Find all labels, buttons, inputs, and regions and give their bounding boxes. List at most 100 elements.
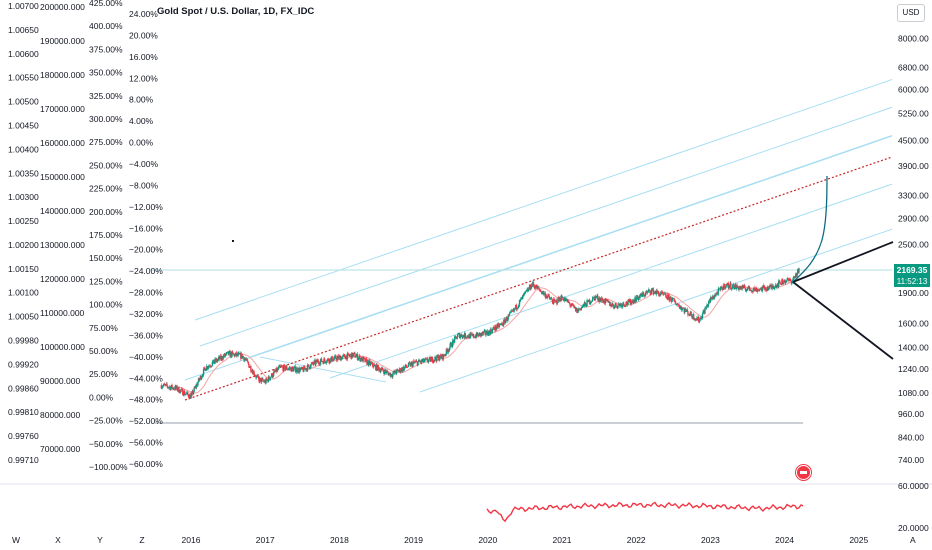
candle-body xyxy=(254,375,256,377)
candle-body xyxy=(309,368,311,369)
scale-4-label: 4.00% xyxy=(129,116,154,126)
candle-body xyxy=(546,296,549,298)
scale-4-label: −52.00% xyxy=(129,416,163,426)
candle-body xyxy=(643,293,645,297)
candle-body xyxy=(585,306,588,307)
candle-body xyxy=(503,319,505,326)
candle-body xyxy=(489,329,492,335)
scale-4-label: −44.00% xyxy=(129,373,163,383)
candle-body xyxy=(485,334,487,336)
scale-3-label: 350.00% xyxy=(89,68,123,78)
candle-body xyxy=(629,299,632,305)
scale-4-label: −16.00% xyxy=(129,223,163,233)
candle-body xyxy=(619,303,622,307)
candle-body xyxy=(347,353,350,356)
candle-body xyxy=(731,287,733,289)
candle-body xyxy=(612,305,615,308)
candle-body xyxy=(565,299,567,302)
candle-body xyxy=(701,318,703,320)
candle-body xyxy=(738,288,740,290)
scale-4-label: −40.00% xyxy=(129,352,163,362)
candle-body xyxy=(272,376,274,378)
candle-body xyxy=(282,364,285,371)
price-axis[interactable]: 8000.00 6800.00 6000.00 5250.00 4500.00 3900.… xyxy=(898,34,929,465)
small-marker xyxy=(232,240,234,242)
projection-curve xyxy=(792,175,828,283)
candle-body xyxy=(667,294,669,300)
currency-selector[interactable]: USD xyxy=(897,4,925,22)
candle-body xyxy=(197,382,199,386)
time-axis-label: 2023 xyxy=(701,535,720,545)
scale-3-label: 150.00% xyxy=(89,253,123,263)
candle-body xyxy=(630,303,632,305)
time-axis-label: 2022 xyxy=(627,535,646,545)
candle-body xyxy=(434,356,437,360)
scale-4-label: −20.00% xyxy=(129,245,163,255)
candle-body xyxy=(744,288,747,290)
candle-body xyxy=(646,291,649,293)
candle-body xyxy=(385,370,388,373)
scale-3-label: 200.00% xyxy=(89,207,123,217)
candle-body xyxy=(245,359,247,361)
candle-body xyxy=(636,295,639,298)
candle-body xyxy=(287,369,289,370)
scale-3-label: 125.00% xyxy=(89,276,123,286)
candle-body xyxy=(720,286,722,291)
candle-body xyxy=(610,306,613,307)
scale-1-label: 1.00350 xyxy=(8,168,39,178)
candle-body xyxy=(715,292,718,295)
candle-body xyxy=(788,278,791,281)
scale-column-4: 24.00% 20.00% 16.00% 12.00% 8.00% 4.00% 0.00% −… xyxy=(129,9,163,469)
scale-1-label: 1.00600 xyxy=(8,49,39,59)
candle-body xyxy=(796,272,798,277)
candle-body xyxy=(680,306,682,308)
candle-body xyxy=(516,308,518,310)
candle-body xyxy=(472,334,475,338)
candle-body xyxy=(560,295,562,302)
candle-body xyxy=(493,326,496,330)
candle-body xyxy=(690,311,692,316)
candle-body xyxy=(779,281,781,283)
candle-body xyxy=(390,373,393,377)
channel-line xyxy=(184,135,893,381)
candle-body xyxy=(274,371,277,373)
candle-body xyxy=(297,372,299,373)
candle-body xyxy=(355,355,357,358)
candle-body xyxy=(397,369,399,371)
candle-body xyxy=(561,295,563,298)
candle-body xyxy=(228,351,230,355)
candle-body xyxy=(594,295,596,301)
candle-body xyxy=(190,392,193,396)
candle-body xyxy=(649,290,651,294)
scale-column-1: 1.00700 1.00650 1.00600 1.00550 1.00500 1.004… xyxy=(8,1,39,465)
candle-body xyxy=(754,287,757,292)
candle-body xyxy=(789,278,791,280)
event-flag-icon[interactable] xyxy=(796,465,811,480)
candle-body xyxy=(318,362,320,365)
candle-body xyxy=(448,347,451,351)
candle-body xyxy=(685,310,687,312)
candle-body xyxy=(653,291,655,295)
candle-body xyxy=(226,352,228,353)
candle-body xyxy=(377,365,379,368)
candle-body xyxy=(166,383,168,386)
candle-body xyxy=(398,370,400,372)
time-axis[interactable]: 2016 2017 2018 2019 2020 2021 2022 2023 2024 2025 xyxy=(182,535,869,545)
candle-body xyxy=(333,358,335,360)
candle-body xyxy=(516,308,519,309)
candle-body xyxy=(623,304,625,307)
scale-4-label: 0.00% xyxy=(129,138,154,148)
scale-4-label: 16.00% xyxy=(129,52,158,62)
candle-body xyxy=(449,343,451,348)
candle-body xyxy=(187,391,189,395)
candle-body xyxy=(576,308,579,313)
candle-body xyxy=(370,362,372,365)
candle-body xyxy=(566,299,569,303)
candle-body xyxy=(178,392,181,394)
candle-body xyxy=(423,360,426,362)
candle-body xyxy=(673,298,675,301)
scale-3-label: −50.00% xyxy=(89,439,123,449)
candle-body xyxy=(315,361,317,365)
scale-3-label: 250.00% xyxy=(89,160,123,170)
